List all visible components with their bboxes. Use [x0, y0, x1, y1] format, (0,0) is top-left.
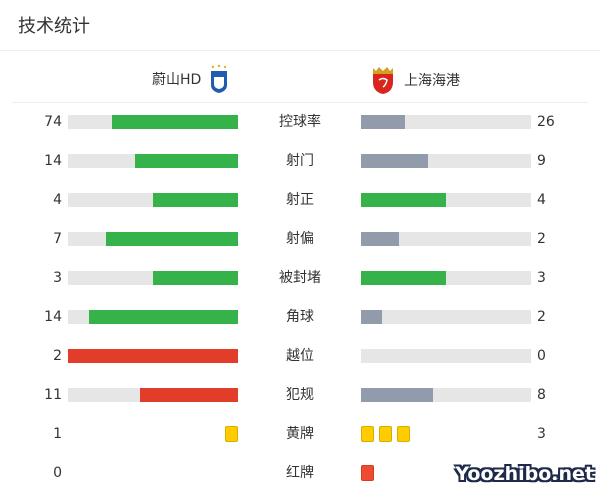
away-bar-fill — [361, 115, 406, 129]
away-value: 0 — [537, 348, 546, 364]
stat-label: 犯规 — [286, 387, 314, 403]
away-bar-fill — [361, 193, 446, 207]
home-bar — [68, 310, 238, 324]
stat-label: 控球率 — [279, 114, 321, 130]
away-bar — [361, 271, 531, 285]
home-value: 1 — [53, 426, 62, 442]
home-value: 14 — [44, 309, 62, 325]
away-bar — [361, 310, 531, 324]
away-bar — [361, 193, 531, 207]
away-team-logo-icon — [373, 67, 393, 94]
divider — [12, 102, 588, 103]
away-value: 2 — [537, 309, 546, 325]
stat-row: 1 黄牌 3 — [0, 424, 600, 444]
stat-label: 越位 — [286, 348, 314, 364]
stat-label: 黄牌 — [286, 426, 314, 442]
away-bar-fill — [361, 310, 383, 324]
yellow-card-icon — [379, 426, 392, 442]
away-bar — [361, 115, 531, 129]
away-bar-fill — [361, 232, 399, 246]
page-title: 技术统计 — [18, 16, 90, 37]
home-bar-fill — [105, 232, 238, 246]
away-value: 3 — [537, 426, 546, 442]
watermark: Yoozhibo.net — [455, 463, 594, 485]
yellow-card-icon — [361, 426, 374, 442]
home-bar-fill — [134, 154, 238, 168]
away-value: 2 — [537, 231, 546, 247]
away-value: 8 — [537, 387, 546, 403]
home-value: 14 — [44, 153, 62, 169]
home-bar — [68, 271, 238, 285]
home-bar — [68, 388, 238, 402]
away-bar-fill — [361, 271, 446, 285]
home-bar-fill — [139, 388, 238, 402]
home-bar — [68, 154, 238, 168]
away-value: 4 — [537, 192, 546, 208]
stat-label: 射正 — [286, 192, 314, 208]
home-team: 蔚山HD — [152, 64, 229, 94]
stat-row: 0 红牌 — [0, 463, 600, 483]
home-value: 4 — [53, 192, 62, 208]
away-value: 3 — [537, 270, 546, 286]
yellow-card-icon — [397, 426, 410, 442]
home-bar-fill — [112, 115, 238, 129]
home-team-name: 蔚山HD — [152, 72, 202, 88]
away-bar — [361, 232, 531, 246]
home-bar — [68, 193, 238, 207]
divider — [0, 50, 600, 51]
stat-row: 2 越位 0 — [0, 346, 600, 366]
home-bar — [68, 232, 238, 246]
yellow-card-icon — [225, 426, 238, 442]
away-bar-fill — [361, 154, 428, 168]
stat-row: 4 射正 4 — [0, 190, 600, 210]
stat-label: 射门 — [286, 153, 314, 169]
away-bar-fill — [361, 388, 433, 402]
stat-label: 红牌 — [286, 465, 314, 481]
stat-row: 74 控球率 26 — [0, 112, 600, 132]
stat-row: 14 角球 2 — [0, 307, 600, 327]
away-bar — [361, 154, 531, 168]
away-team: 上海海港 — [370, 64, 460, 96]
home-bar — [68, 115, 238, 129]
home-bar-fill — [89, 310, 238, 324]
away-bar — [361, 388, 531, 402]
home-value: 0 — [53, 465, 62, 481]
stat-row: 14 射门 9 — [0, 151, 600, 171]
stat-label: 被封堵 — [279, 270, 321, 286]
home-value: 74 — [44, 114, 62, 130]
home-value: 11 — [44, 387, 62, 403]
red-card-icon — [361, 465, 374, 481]
stat-label: 角球 — [286, 309, 314, 325]
stat-row: 7 射偏 2 — [0, 229, 600, 249]
home-bar-fill — [153, 193, 238, 207]
away-value: 26 — [537, 114, 555, 130]
home-value: 7 — [53, 231, 62, 247]
away-bar — [361, 349, 531, 363]
stat-row: 11 犯规 8 — [0, 385, 600, 405]
away-value: 9 — [537, 153, 546, 169]
home-bar-fill — [153, 271, 238, 285]
home-value: 2 — [53, 348, 62, 364]
home-bar — [68, 349, 238, 363]
stat-label: 射偏 — [286, 231, 314, 247]
home-team-logo-icon — [211, 64, 228, 93]
stat-row: 3 被封堵 3 — [0, 268, 600, 288]
home-bar-fill — [68, 349, 238, 363]
home-value: 3 — [53, 270, 62, 286]
away-team-name: 上海海港 — [404, 73, 460, 89]
